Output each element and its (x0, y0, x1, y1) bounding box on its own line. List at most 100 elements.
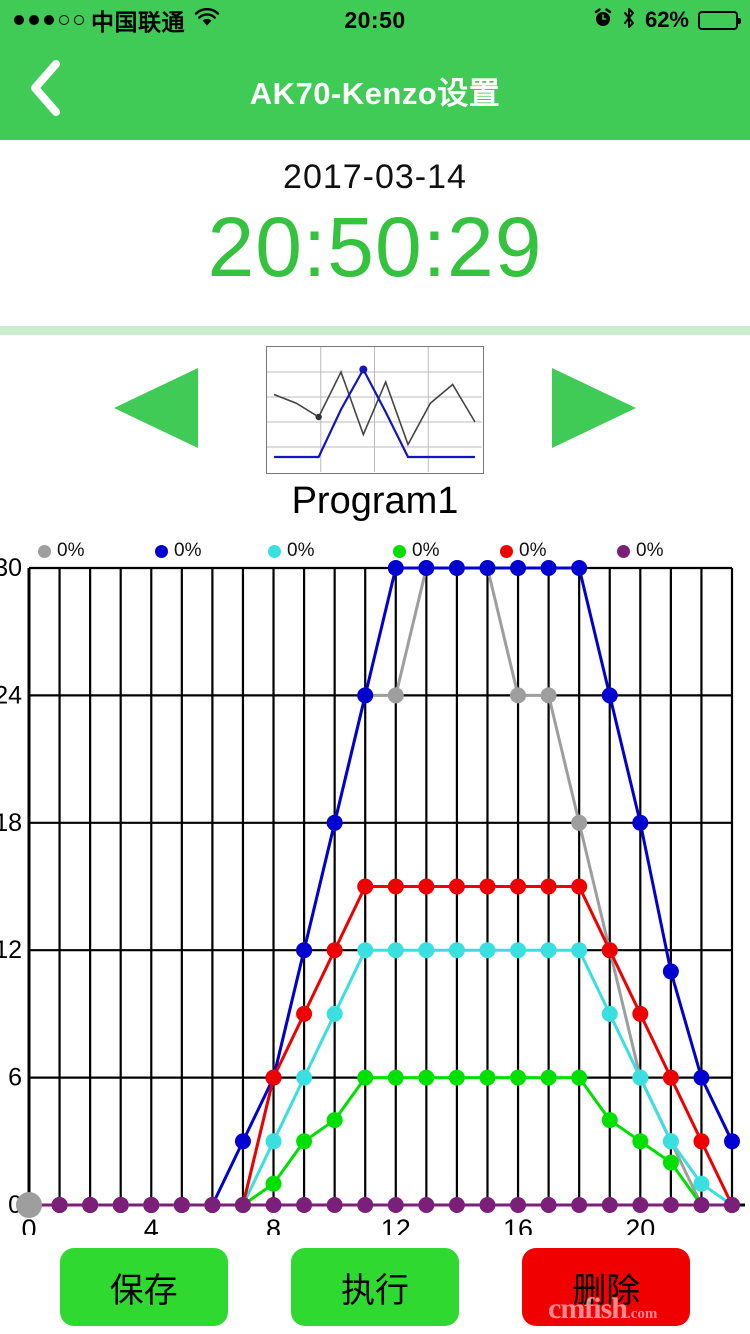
data-point-channel-6[interactable] (112, 1197, 129, 1213)
data-point-channel-6[interactable] (632, 1197, 649, 1213)
data-point-channel-3[interactable] (632, 1069, 649, 1086)
data-point-channel-5[interactable] (693, 1133, 710, 1150)
data-point-channel-4[interactable] (632, 1133, 649, 1150)
data-point-channel-3[interactable] (326, 1005, 343, 1022)
data-point-channel-5[interactable] (387, 878, 404, 895)
data-point-channel-4[interactable] (418, 1069, 435, 1086)
data-point-channel-5[interactable] (357, 878, 374, 895)
data-point-channel-2[interactable] (632, 814, 649, 831)
data-point-channel-2[interactable] (387, 560, 404, 576)
data-point-channel-3[interactable] (357, 942, 374, 959)
data-point-channel-3[interactable] (296, 1069, 313, 1086)
data-point-channel-1[interactable] (540, 687, 557, 704)
data-point-channel-4[interactable] (357, 1069, 374, 1086)
data-point-channel-6[interactable] (510, 1197, 527, 1213)
data-point-channel-6[interactable] (479, 1197, 496, 1213)
data-point-channel-6[interactable] (601, 1197, 618, 1213)
data-point-channel-4[interactable] (387, 1069, 404, 1086)
data-point-channel-1[interactable] (387, 687, 404, 704)
data-point-channel-3[interactable] (510, 942, 527, 959)
data-point-channel-2[interactable] (571, 560, 588, 576)
data-point-channel-4[interactable] (510, 1069, 527, 1086)
data-point-channel-6[interactable] (143, 1197, 160, 1213)
data-point-channel-6[interactable] (234, 1197, 251, 1213)
legend-item-channel-1[interactable]: 0% (38, 540, 84, 562)
data-point-channel-6[interactable] (571, 1197, 588, 1213)
data-point-channel-4[interactable] (479, 1069, 496, 1086)
data-point-channel-6[interactable] (82, 1197, 99, 1213)
data-point-channel-6[interactable] (387, 1197, 404, 1213)
next-program-button[interactable] (546, 362, 642, 459)
data-point-channel-5[interactable] (540, 878, 557, 895)
data-point-channel-3[interactable] (418, 942, 435, 959)
data-point-channel-4[interactable] (540, 1069, 557, 1086)
data-point-channel-4[interactable] (601, 1112, 618, 1129)
data-point-channel-5[interactable] (662, 1069, 679, 1086)
data-point-channel-5[interactable] (448, 878, 465, 895)
execute-button[interactable]: 执行 (290, 1248, 459, 1326)
data-point-channel-3[interactable] (693, 1175, 710, 1192)
data-point-channel-6[interactable] (51, 1197, 68, 1213)
data-point-channel-4[interactable] (662, 1154, 679, 1171)
data-point-channel-4[interactable] (296, 1133, 313, 1150)
data-point-channel-6[interactable] (173, 1197, 190, 1213)
back-button[interactable] (0, 40, 92, 140)
delete-button[interactable]: 删除 (522, 1248, 691, 1326)
data-point-channel-6[interactable] (296, 1197, 313, 1213)
data-point-channel-2[interactable] (357, 687, 374, 704)
data-point-channel-3[interactable] (387, 942, 404, 959)
data-point-channel-5[interactable] (632, 1005, 649, 1022)
data-point-channel-4[interactable] (265, 1175, 282, 1192)
data-point-channel-6[interactable] (418, 1197, 435, 1213)
data-point-channel-5[interactable] (479, 878, 496, 895)
data-point-channel-5[interactable] (326, 942, 343, 959)
program-chart[interactable]: 0 6 12 18 24 30 0 4 8 12 16 20 (0, 555, 750, 1235)
data-point-channel-5[interactable] (601, 942, 618, 959)
data-point-channel-6[interactable] (204, 1197, 221, 1213)
legend-item-channel-4[interactable]: 0% (393, 540, 439, 562)
legend-item-channel-3[interactable]: 0% (268, 540, 314, 562)
data-point-channel-3[interactable] (601, 1005, 618, 1022)
data-point-channel-4[interactable] (326, 1112, 343, 1129)
prev-program-button[interactable] (108, 362, 204, 459)
data-point-channel-2[interactable] (724, 1133, 740, 1150)
data-point-channel-5[interactable] (510, 878, 527, 895)
data-point-channel-2[interactable] (601, 687, 618, 704)
data-point-channel-1[interactable] (571, 814, 588, 831)
data-point-channel-3[interactable] (479, 942, 496, 959)
data-point-channel-6[interactable] (448, 1197, 465, 1213)
data-point-channel-6[interactable] (662, 1197, 679, 1213)
save-button[interactable]: 保存 (59, 1248, 228, 1326)
legend-item-channel-6[interactable]: 0% (617, 540, 663, 562)
data-point-channel-6[interactable] (540, 1197, 557, 1213)
data-point-channel-2[interactable] (448, 560, 465, 576)
data-point-channel-6[interactable] (724, 1197, 740, 1213)
data-point-channel-2[interactable] (540, 560, 557, 576)
data-point-channel-4[interactable] (571, 1069, 588, 1086)
data-point-channel-2[interactable] (234, 1133, 251, 1150)
data-point-channel-5[interactable] (296, 1005, 313, 1022)
data-point-channel-2[interactable] (479, 560, 496, 576)
data-point-channel-1[interactable] (510, 687, 527, 704)
legend-item-channel-2[interactable]: 0% (155, 540, 201, 562)
data-point-channel-3[interactable] (571, 942, 588, 959)
data-point-channel-2[interactable] (662, 963, 679, 980)
data-point-channel-5[interactable] (418, 878, 435, 895)
data-point-channel-3[interactable] (448, 942, 465, 959)
data-point-channel-4[interactable] (448, 1069, 465, 1086)
data-point-channel-3[interactable] (662, 1133, 679, 1150)
data-point-channel-5[interactable] (265, 1069, 282, 1086)
data-point-channel-2[interactable] (418, 560, 435, 576)
data-point-channel-2[interactable] (693, 1069, 710, 1086)
data-point-channel-3[interactable] (540, 942, 557, 959)
origin-handle[interactable] (16, 1192, 42, 1218)
data-point-channel-6[interactable] (326, 1197, 343, 1213)
data-point-channel-2[interactable] (326, 814, 343, 831)
data-point-channel-2[interactable] (296, 942, 313, 959)
data-point-channel-5[interactable] (571, 878, 588, 895)
data-point-channel-2[interactable] (510, 560, 527, 576)
data-point-channel-6[interactable] (693, 1197, 710, 1213)
legend-item-channel-5[interactable]: 0% (500, 540, 546, 562)
data-point-channel-6[interactable] (357, 1197, 374, 1213)
data-point-channel-3[interactable] (265, 1133, 282, 1150)
